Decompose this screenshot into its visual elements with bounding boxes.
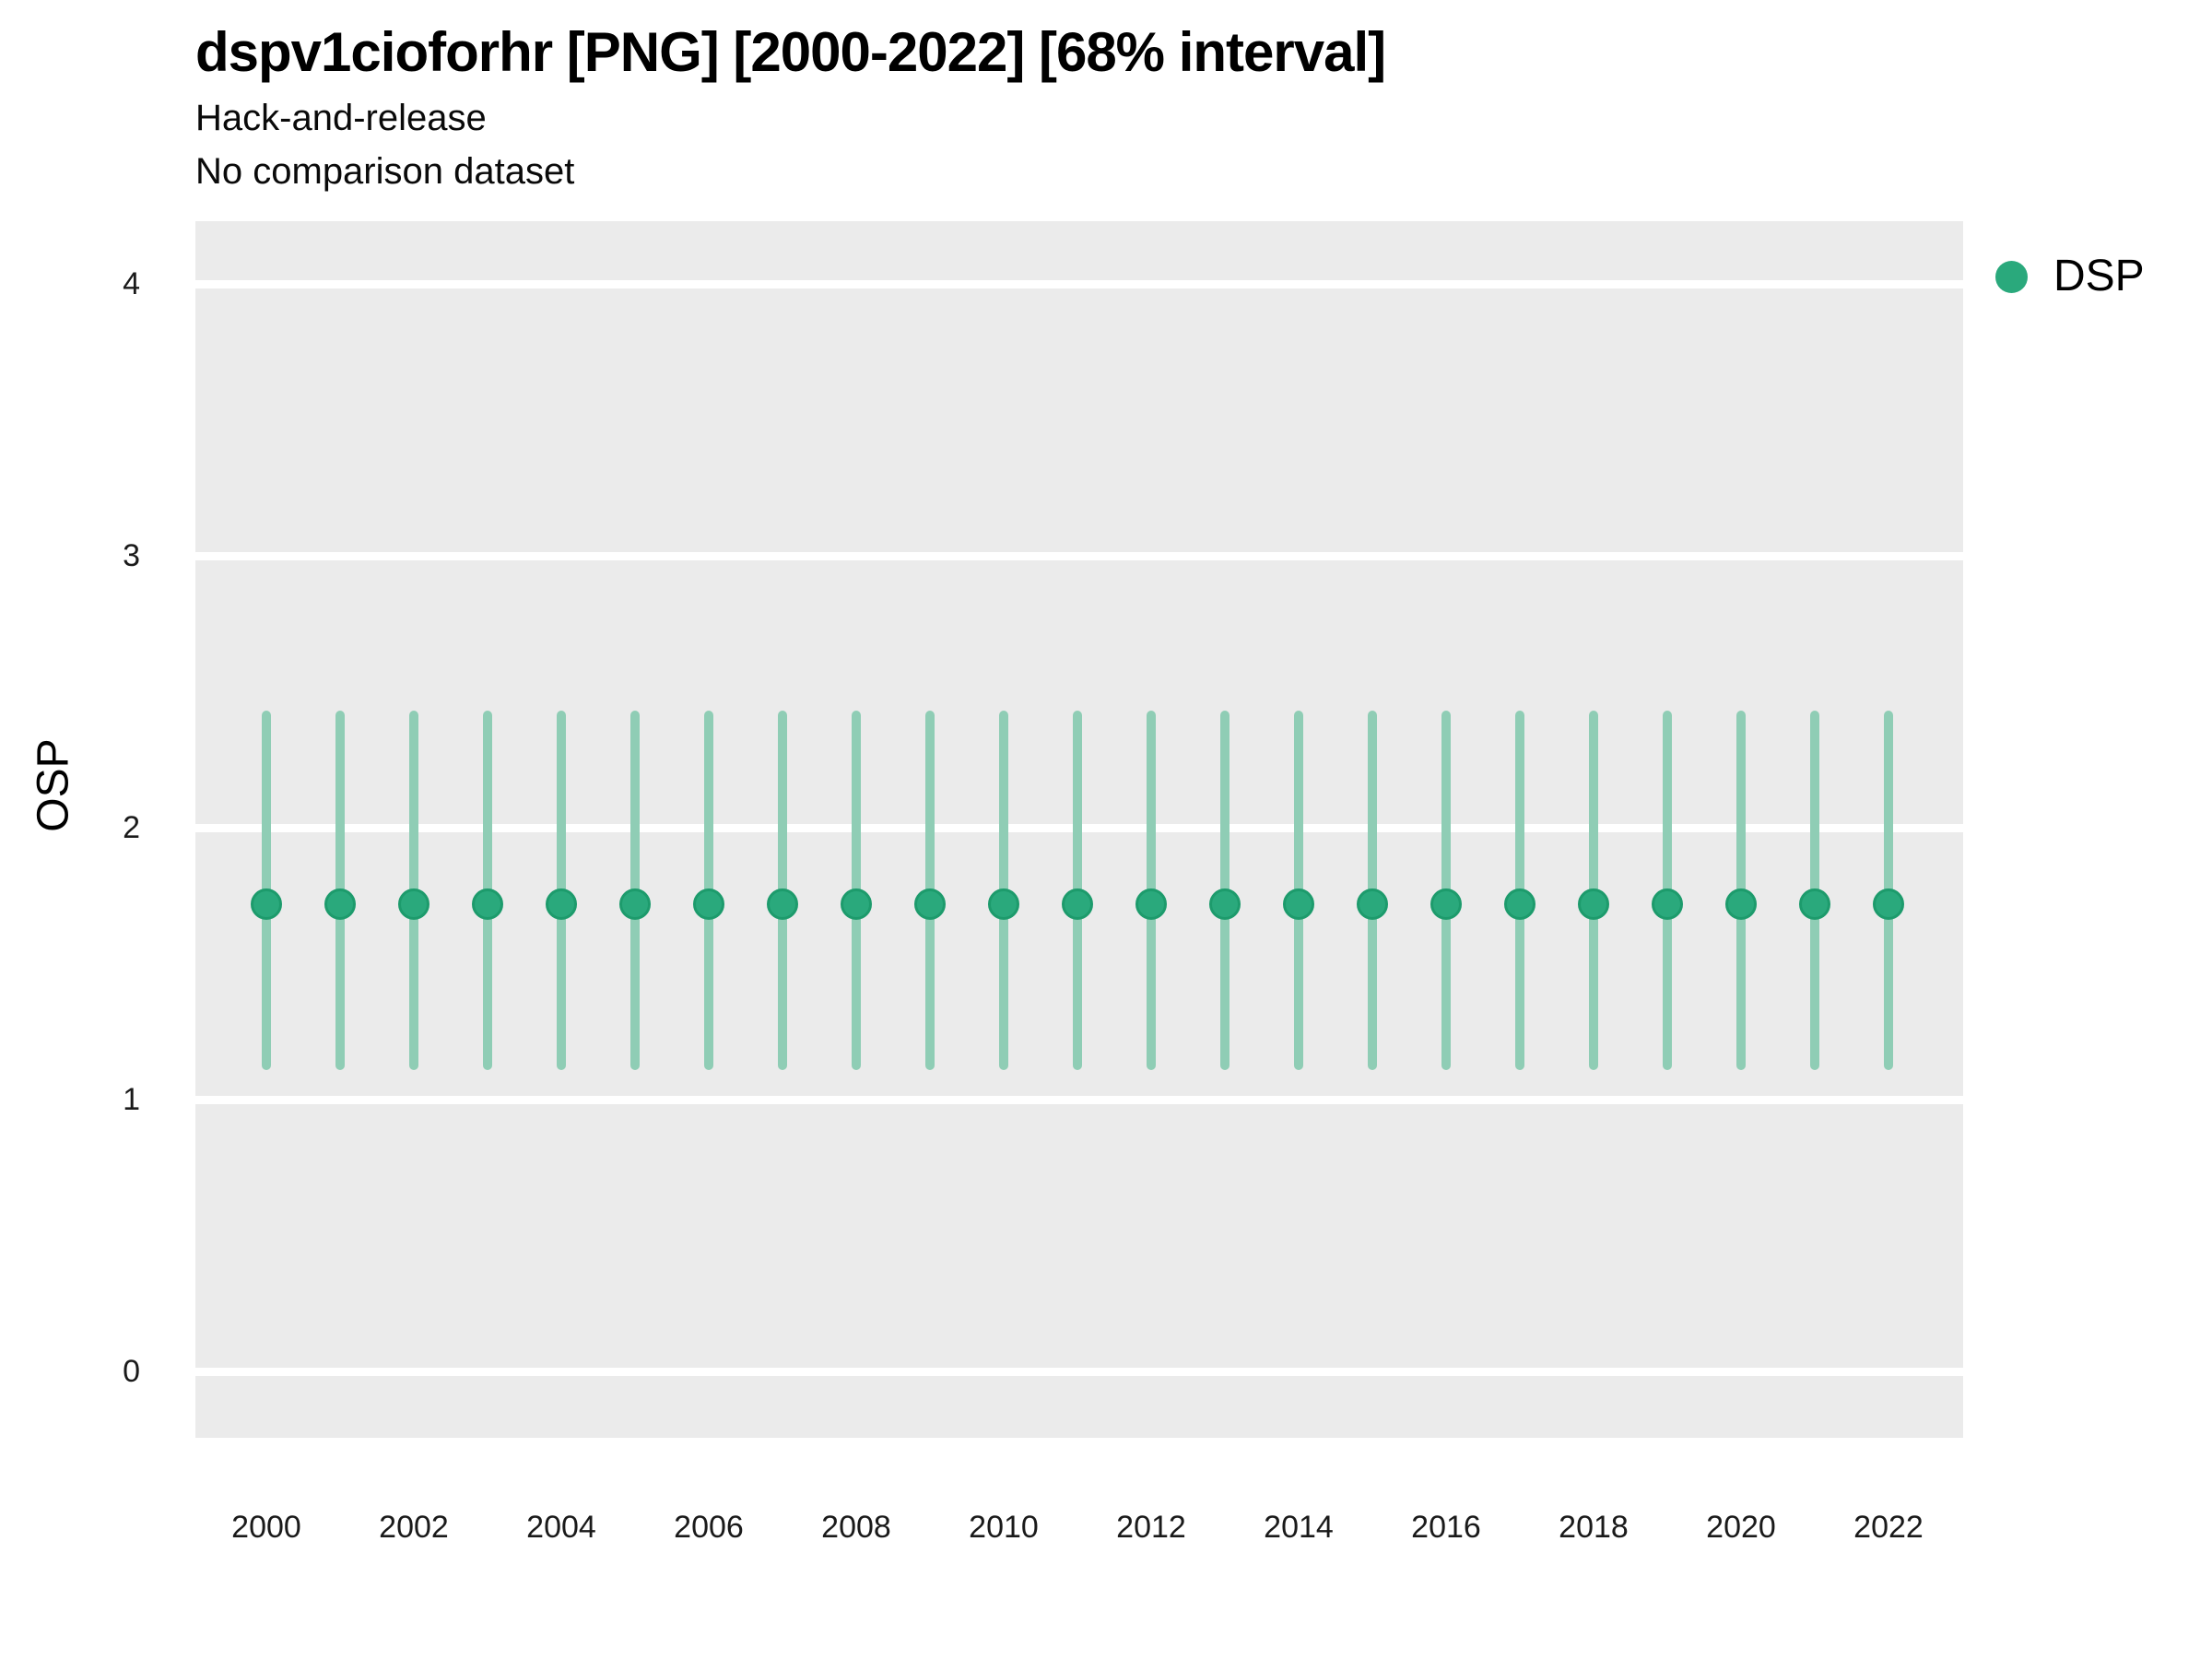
data-point-2013 <box>1209 888 1241 920</box>
y-tick-label: 4 <box>123 266 140 301</box>
data-point-2021 <box>1799 888 1830 920</box>
x-tick-label: 2010 <box>969 1510 1039 1545</box>
y-tick-label: 2 <box>123 810 140 845</box>
data-point-2019 <box>1652 888 1683 920</box>
x-tick-label: 2020 <box>1706 1510 1776 1545</box>
data-point-2009 <box>914 888 946 920</box>
data-point-2002 <box>398 888 429 920</box>
y-axis-title: OSP <box>29 738 78 832</box>
data-point-2015 <box>1357 888 1388 920</box>
page-title: dspv1cioforhr [PNG] [2000-2022] [68% int… <box>195 21 1386 83</box>
data-point-2005 <box>619 888 651 920</box>
x-tick-label: 2012 <box>1116 1510 1186 1545</box>
data-point-2006 <box>693 888 724 920</box>
data-point-2011 <box>1062 888 1093 920</box>
x-tick-label: 2016 <box>1411 1510 1481 1545</box>
x-tick-label: 2006 <box>674 1510 744 1545</box>
y-tick-label: 0 <box>123 1354 140 1389</box>
plot-panel <box>195 221 1963 1438</box>
data-point-2012 <box>1135 888 1167 920</box>
gridline-y-1 <box>195 1095 1963 1104</box>
chart-subtitle-line1: Hack-and-release <box>195 98 487 138</box>
x-tick-label: 2022 <box>1853 1510 1924 1545</box>
legend-label: DSP <box>2053 252 2145 300</box>
gridline-y-3 <box>195 551 1963 560</box>
data-point-2020 <box>1725 888 1757 920</box>
data-point-2003 <box>472 888 503 920</box>
gridline-y-4 <box>195 279 1963 288</box>
y-tick-label: 1 <box>123 1082 140 1117</box>
x-tick-label: 2004 <box>526 1510 596 1545</box>
x-tick-label: 2008 <box>821 1510 891 1545</box>
y-tick-label: 3 <box>123 538 140 573</box>
data-point-2004 <box>546 888 577 920</box>
data-point-2001 <box>324 888 356 920</box>
data-point-2014 <box>1283 888 1314 920</box>
data-point-2022 <box>1873 888 1904 920</box>
data-point-2008 <box>841 888 872 920</box>
data-point-2000 <box>251 888 282 920</box>
legend-marker-dot-icon <box>1995 261 2028 293</box>
x-tick-label: 2018 <box>1559 1510 1629 1545</box>
data-point-2017 <box>1504 888 1535 920</box>
chart-subtitle-line2: No comparison dataset <box>195 151 575 192</box>
x-tick-label: 2002 <box>379 1510 449 1545</box>
x-tick-label: 2000 <box>231 1510 301 1545</box>
data-point-2018 <box>1578 888 1609 920</box>
gridline-y-0 <box>195 1367 1963 1376</box>
x-tick-label: 2014 <box>1264 1510 1334 1545</box>
data-point-2016 <box>1430 888 1462 920</box>
data-point-2007 <box>767 888 798 920</box>
data-point-2010 <box>988 888 1019 920</box>
